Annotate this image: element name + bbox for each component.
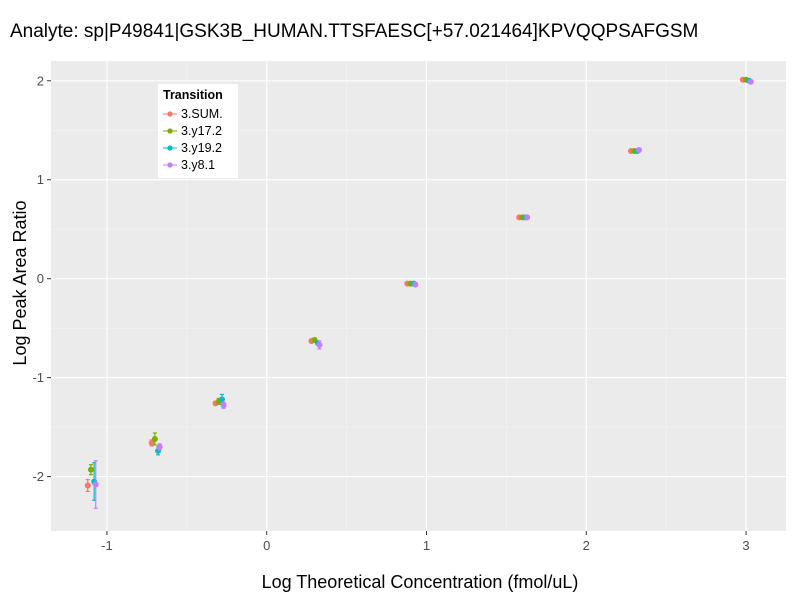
data-point <box>220 402 227 409</box>
data-point <box>156 443 163 450</box>
data-point <box>84 482 91 489</box>
y-tick-label: 0 <box>37 271 44 286</box>
legend-label: 3.y17.2 <box>181 124 222 138</box>
data-point <box>747 78 754 85</box>
x-axis-title: Log Theoretical Concentration (fmol/uL) <box>262 572 579 592</box>
data-point <box>524 214 531 221</box>
legend-label: 3.SUM. <box>181 107 223 121</box>
legend: Transition 3.SUM. 3.y17.2 3.y19.2 3.y8.1 <box>158 84 238 178</box>
y-tick-label: 2 <box>37 73 44 88</box>
legend-key-point <box>167 128 173 134</box>
legend-key-point <box>167 111 173 117</box>
data-point <box>636 147 642 154</box>
data-point <box>87 466 94 473</box>
x-tick-label: 2 <box>583 538 590 553</box>
data-point <box>92 481 99 488</box>
x-tick-label: -1 <box>101 538 113 553</box>
legend-title: Transition <box>163 88 223 102</box>
y-tick-label: -1 <box>32 370 44 385</box>
x-tick-label: 3 <box>742 538 749 553</box>
major-gridlines <box>51 61 786 531</box>
legend-item: 3.SUM. <box>163 107 223 121</box>
legend-item: 3.y19.2 <box>163 141 222 155</box>
data-point <box>412 281 419 288</box>
series-layer <box>84 76 754 509</box>
y-tick-label: -2 <box>32 469 44 484</box>
legend-label: 3.y8.1 <box>181 158 215 172</box>
x-axis: -1 0 1 2 3 <box>101 531 750 553</box>
y-tick-label: 1 <box>37 172 44 187</box>
legend-key-point <box>167 162 173 168</box>
data-point <box>218 396 225 403</box>
data-point <box>316 341 323 348</box>
legend-items: 3.SUM. 3.y17.2 3.y19.2 3.y8.1 <box>163 107 223 172</box>
y-axis: -2 -1 0 1 2 <box>32 73 51 484</box>
chart-title: Analyte: sp|P49841|GSK3B_HUMAN.TTSFAESC[… <box>10 21 698 42</box>
series-3-y8-1 <box>92 78 754 509</box>
x-tick-label: 0 <box>263 538 270 553</box>
data-point <box>151 435 158 442</box>
legend-item: 3.y17.2 <box>163 124 222 138</box>
legend-item: 3.y8.1 <box>163 158 215 172</box>
x-tick-label: 1 <box>423 538 430 553</box>
y-axis-title: Log Peak Area Ratio <box>10 200 30 365</box>
legend-key-point <box>167 145 173 151</box>
legend-label: 3.y19.2 <box>181 141 222 155</box>
